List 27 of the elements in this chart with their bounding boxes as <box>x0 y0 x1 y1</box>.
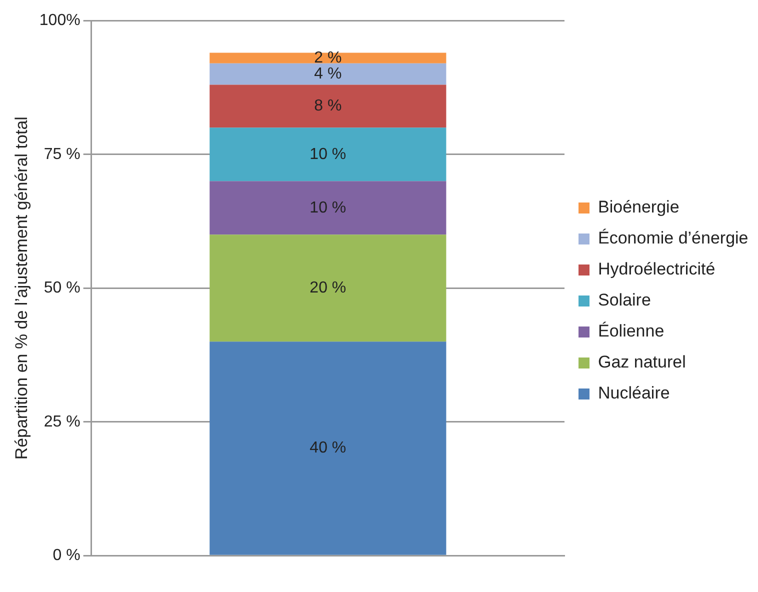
data-label: 20 % <box>310 280 346 297</box>
legend-label: Bioénergie <box>598 198 680 217</box>
data-label: 10 % <box>310 146 346 163</box>
data-label: 40 % <box>310 440 346 457</box>
y-axis-title: Répartition en % de l’ajustement général total <box>12 116 31 460</box>
y-tick-label: 0 % <box>52 547 80 564</box>
bar <box>210 52 446 64</box>
y-tick-label: 75 % <box>44 146 80 163</box>
bar <box>210 128 446 182</box>
legend-label: Solaire <box>598 290 651 310</box>
y-tick-label: 50 % <box>44 280 80 297</box>
legend-label: Éolienne <box>598 322 664 341</box>
data-label: 4 % <box>314 66 342 83</box>
y-tick-label: 25 % <box>44 413 80 430</box>
legend-label: Économie d’énergie <box>598 228 748 248</box>
bar <box>210 234 446 342</box>
bar <box>210 63 446 85</box>
bar <box>210 84 446 128</box>
legend-label: Hydroélectricité <box>598 260 716 279</box>
legend-label: Nucléaire <box>598 384 670 403</box>
data-label: 10 % <box>310 199 346 216</box>
bar <box>210 342 446 555</box>
data-label: 2 % <box>314 49 342 66</box>
data-label: 8 % <box>314 98 342 115</box>
y-tick-label: 100% <box>39 12 80 30</box>
bar <box>210 181 446 235</box>
legend-label: Gaz naturel <box>598 352 686 372</box>
